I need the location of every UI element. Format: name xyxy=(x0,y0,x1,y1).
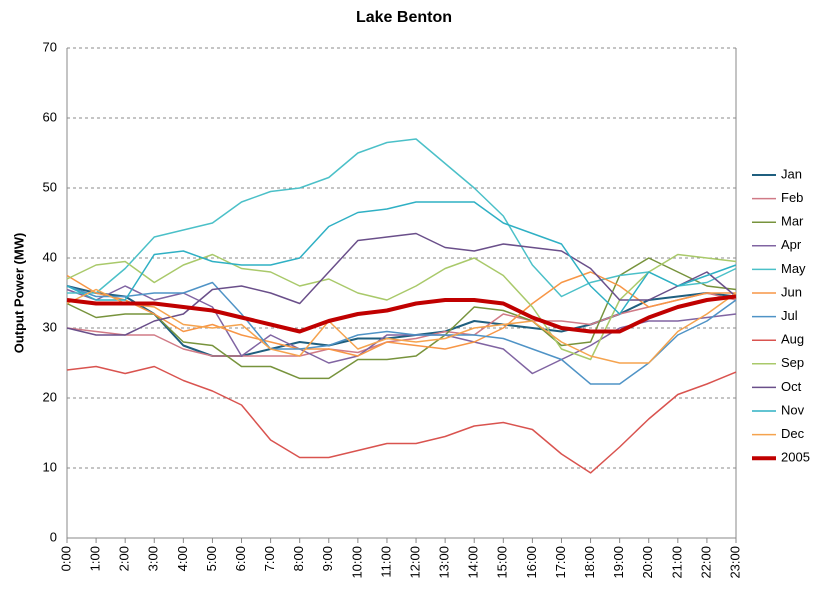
legend-label: Oct xyxy=(781,379,802,394)
x-tick-label: 15:00 xyxy=(495,546,510,579)
x-tick-label: 12:00 xyxy=(407,546,422,579)
x-tick-label: 17:00 xyxy=(553,546,568,579)
legend-label: Jan xyxy=(781,166,802,181)
series-line xyxy=(66,271,736,357)
y-tick-label: 0 xyxy=(50,529,57,544)
legend-label: Nov xyxy=(781,402,805,417)
x-tick-label: 4:00 xyxy=(175,546,190,571)
x-tick-label: 13:00 xyxy=(437,546,452,579)
y-tick-label: 60 xyxy=(43,109,57,124)
x-tick-label: 22:00 xyxy=(698,546,713,579)
series-line xyxy=(66,365,737,474)
x-tick-label: 3:00 xyxy=(146,546,161,571)
series-line xyxy=(67,138,737,298)
series-line xyxy=(66,232,737,336)
legend-label: Jul xyxy=(781,308,798,323)
x-tick-label: 11:00 xyxy=(378,546,393,578)
series-line xyxy=(66,281,737,385)
legend-label: Aug xyxy=(781,332,804,347)
x-tick-label: 20:00 xyxy=(640,546,655,579)
x-tick-label: 5:00 xyxy=(204,546,219,571)
y-tick-label: 50 xyxy=(43,179,57,194)
series-line xyxy=(66,253,737,361)
x-tick-label: 2:00 xyxy=(117,546,132,571)
legend-label: Mar xyxy=(781,214,804,229)
series-line xyxy=(66,285,737,375)
x-tick-label: 9:00 xyxy=(320,546,335,571)
legend-label: Dec xyxy=(781,426,805,441)
series-line xyxy=(66,285,737,357)
x-tick-label: 18:00 xyxy=(582,546,597,579)
x-tick-label: 10:00 xyxy=(349,546,364,579)
series-line xyxy=(66,294,737,334)
y-tick-label: 20 xyxy=(43,389,57,404)
x-tick-label: 19:00 xyxy=(611,546,626,579)
x-tick-label: 8:00 xyxy=(291,546,306,571)
legend-label: 2005 xyxy=(781,450,810,465)
series-line xyxy=(66,201,737,315)
x-tick-label: 16:00 xyxy=(524,546,539,579)
x-tick-label: 0:00 xyxy=(58,546,73,571)
x-tick-label: 23:00 xyxy=(727,546,742,579)
x-tick-label: 14:00 xyxy=(466,546,481,579)
y-axis-label: Output Power (MW) xyxy=(11,233,26,354)
legend-label: Apr xyxy=(781,237,802,252)
series-line xyxy=(66,288,737,364)
legend-label: Sep xyxy=(781,355,804,370)
y-tick-label: 30 xyxy=(43,319,57,334)
x-tick-label: 7:00 xyxy=(262,546,277,571)
legend-label: Feb xyxy=(781,190,803,205)
x-tick-label: 21:00 xyxy=(669,546,684,579)
y-tick-label: 10 xyxy=(43,459,57,474)
legend-label: May xyxy=(781,261,806,276)
x-tick-label: 6:00 xyxy=(233,546,248,571)
chart-title: Lake Benton xyxy=(356,9,452,26)
x-tick-label: 1:00 xyxy=(88,546,103,571)
y-tick-label: 40 xyxy=(43,249,57,264)
legend-label: Jun xyxy=(781,284,802,299)
y-tick-label: 70 xyxy=(43,39,57,54)
series-line xyxy=(66,257,737,380)
